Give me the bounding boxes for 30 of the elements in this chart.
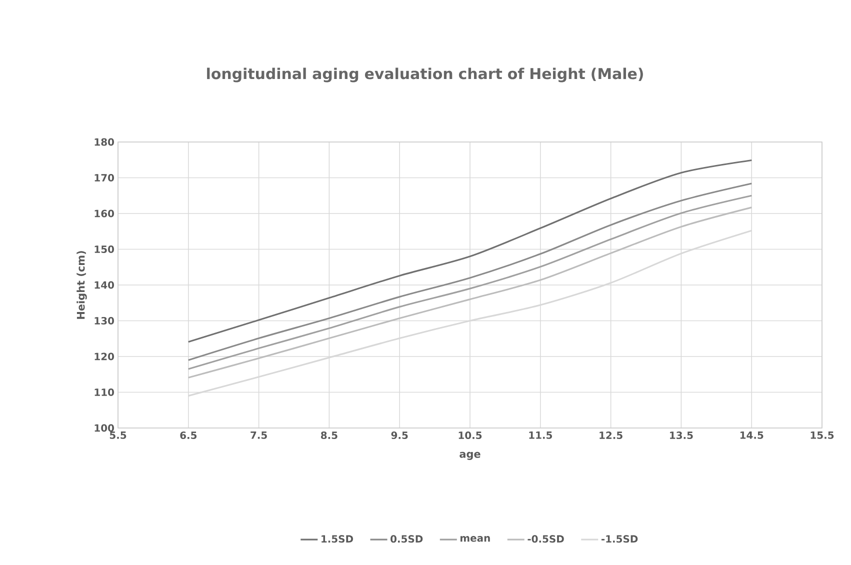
x-tick-label: 14.5 [740, 432, 764, 439]
x-axis-title: age [460, 452, 480, 460]
x-tick-label: 7.5 [250, 432, 267, 439]
x-tick-label: 11.5 [529, 432, 552, 439]
legend-label: 0.5SD [390, 535, 423, 543]
x-tick-label: 8.5 [320, 432, 338, 440]
y-tick-label: 150 [94, 245, 114, 254]
x-tick-label: 9.5 [391, 432, 408, 440]
y-axis-title: Height (cm) [76, 251, 87, 319]
y-tick-label: 170 [94, 174, 114, 182]
line-series [188, 230, 752, 397]
x-tick-label: 6.5 [180, 432, 197, 440]
x-tick-label: 13.5 [670, 432, 693, 440]
legend-label: mean [460, 536, 490, 542]
y-tick-label: 140 [94, 281, 114, 289]
x-tick-label: 10.5 [458, 432, 482, 440]
y-tick-label: 160 [94, 210, 114, 218]
y-tick-label: 120 [94, 352, 114, 360]
legend-label: -0.5SD [528, 535, 564, 543]
legend-label: -1.5SD [601, 535, 638, 543]
line-series [188, 159, 752, 343]
legend-label: 1.5SD [322, 535, 354, 543]
x-tick-label: 5.5 [110, 432, 126, 439]
x-tick-label: 15.5 [810, 432, 834, 439]
chart-title: longitudinal aging evaluation chart of Height (Male) [207, 68, 643, 82]
y-tick-label: 180 [94, 138, 114, 146]
y-tick-label: 110 [94, 388, 114, 396]
y-tick-label: 100 [94, 424, 114, 432]
x-tick-label: 12.5 [600, 432, 622, 440]
y-tick-label: 130 [94, 316, 114, 325]
